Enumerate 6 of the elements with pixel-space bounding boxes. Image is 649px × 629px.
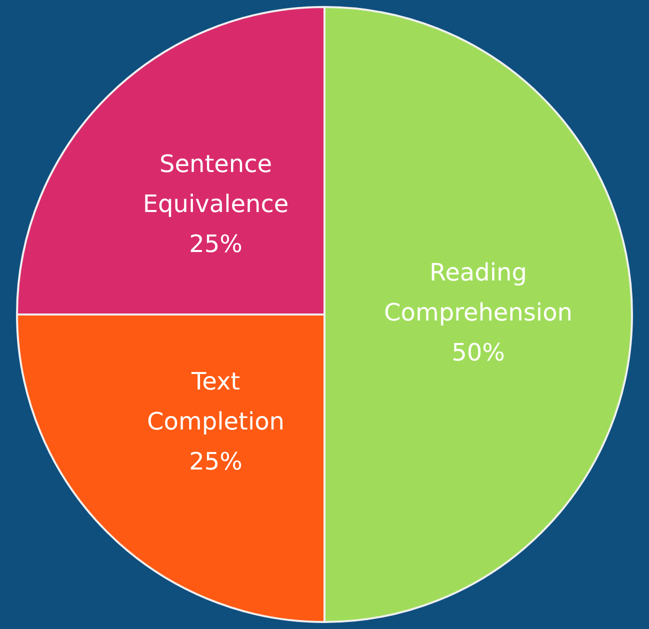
data-label: 25%	[189, 447, 242, 476]
data-label: 25%	[189, 230, 242, 258]
slice-label: Text Completion	[147, 367, 285, 436]
data-label: 50%	[452, 338, 505, 367]
slice-label: Sentence Equivalence	[142, 150, 289, 218]
slice-label: Reading Comprehension	[384, 258, 572, 327]
